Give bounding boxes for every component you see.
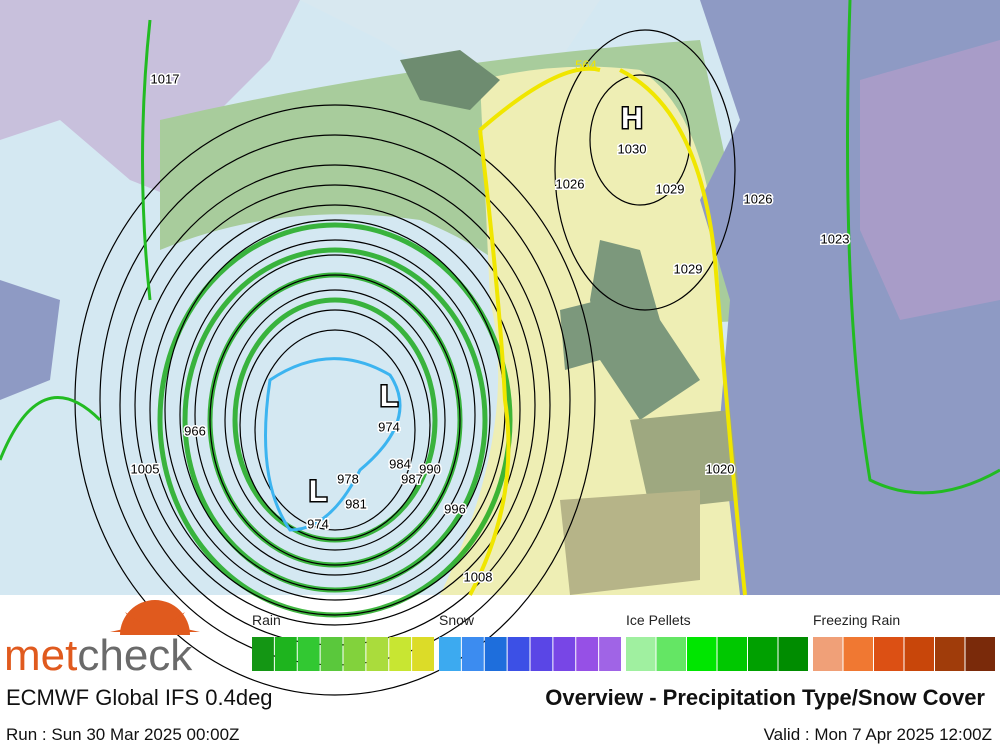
legend-swatch [553, 637, 576, 671]
legend-label: Snow [439, 612, 475, 628]
legend-swatch [965, 637, 995, 671]
ireland [560, 300, 600, 370]
thickness-564 [468, 66, 747, 596]
legend: Rain Snow Ice Pellets Freezing Rain [252, 612, 995, 671]
legend-swatch [530, 637, 553, 671]
freezing-line [0, 0, 1000, 495]
iceland [400, 50, 500, 110]
isobar-label: 996 [444, 501, 466, 516]
isobar-label: 1020 [706, 461, 735, 476]
run-time: Run : Sun 30 Mar 2025 00:00Z [6, 725, 239, 744]
low-symbol: L [309, 475, 327, 508]
legend-swatch [576, 637, 599, 671]
logo-part: check [77, 631, 193, 680]
legend-swatch [813, 637, 843, 671]
high-symbol: H [621, 102, 643, 135]
legend-label: Freezing Rain [813, 612, 900, 628]
isobar-label: 987 [401, 471, 423, 486]
low-value: 974 [307, 516, 329, 531]
britain [590, 240, 700, 420]
isobar-label: 990 [419, 461, 441, 476]
isobar-label: 1029 [674, 261, 703, 276]
legend-label: Rain [252, 612, 281, 628]
footer: metcheck Rain Snow Ice Pellets Freezing Rai… [4, 600, 995, 744]
legend-swatch [904, 637, 934, 671]
isobar-label: 1026 [556, 176, 585, 191]
iberia [560, 490, 700, 595]
product-title: Overview - Precipitation Type/Snow Cover [545, 685, 985, 710]
legend-swatch [874, 637, 904, 671]
legend-label: Ice Pellets [626, 612, 691, 628]
legend-swatch [656, 637, 686, 671]
canada [0, 280, 60, 400]
legend-swatch [412, 637, 434, 671]
snow-line [264, 357, 402, 532]
legend-swatch [297, 637, 320, 671]
legend-swatch [274, 637, 297, 671]
high-value: 1030 [618, 141, 647, 156]
isobar-label: 981 [345, 496, 367, 511]
legend-swatch [320, 637, 343, 671]
legend-swatch [935, 637, 965, 671]
legend-swatch [461, 637, 484, 671]
map: 1017 564 1026 1029 1026 1023 1029 966 10… [0, 0, 1000, 696]
isobar-label: 978 [337, 471, 359, 486]
logo: metcheck [4, 631, 193, 680]
legend-swatch [343, 637, 366, 671]
logo-part: met [4, 631, 77, 680]
legend-swatch [484, 637, 507, 671]
low-value: 974 [378, 419, 400, 434]
greenland [0, 0, 300, 200]
legend-swatch [252, 637, 274, 671]
isobar-label: 1026 [744, 191, 773, 206]
legend-swatch [843, 637, 873, 671]
legend-swatch [366, 637, 389, 671]
legend-swatch [717, 637, 747, 671]
legend-swatch [507, 637, 530, 671]
legend-swatch [626, 637, 656, 671]
isobar-label: 1023 [821, 231, 850, 246]
isobar-label: 984 [389, 456, 411, 471]
low-symbol: L [380, 380, 398, 413]
legend-swatch [687, 637, 717, 671]
isobar-label: 1017 [151, 71, 180, 86]
legend-swatch [439, 637, 461, 671]
thickness-label: 564 [575, 57, 597, 72]
isobar-label: 966 [184, 423, 206, 438]
legend-swatch [778, 637, 808, 671]
model-name: ECMWF Global IFS 0.4deg [6, 685, 273, 710]
scandinavia [860, 40, 1000, 320]
legend-swatch [748, 637, 778, 671]
legend-swatch [599, 637, 621, 671]
legend-swatch [389, 637, 412, 671]
isobar-label: 1005 [131, 461, 160, 476]
france [630, 410, 740, 510]
valid-time: Valid : Mon 7 Apr 2025 12:00Z [764, 725, 992, 744]
isobar-label: 1008 [464, 569, 493, 584]
isobar-label: 1029 [656, 181, 685, 196]
logo-sun [110, 600, 200, 635]
